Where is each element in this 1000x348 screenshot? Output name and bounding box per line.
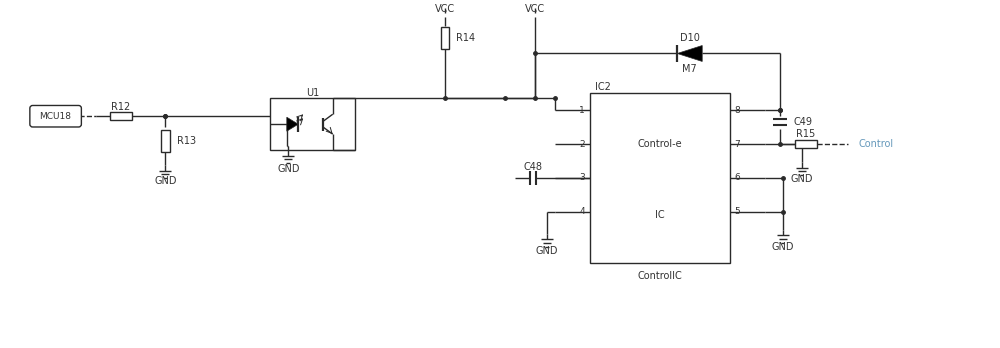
Polygon shape <box>677 46 702 62</box>
FancyBboxPatch shape <box>30 105 81 127</box>
Text: R14: R14 <box>456 33 475 42</box>
Text: IC: IC <box>655 210 665 220</box>
Text: VCC: VCC <box>525 4 545 14</box>
Text: 5: 5 <box>735 207 740 216</box>
Text: Control-e: Control-e <box>637 139 682 149</box>
Text: R12: R12 <box>111 102 130 111</box>
Bar <box>110 112 132 120</box>
Text: R15: R15 <box>796 129 815 140</box>
Text: 8: 8 <box>735 106 740 115</box>
Text: GND: GND <box>790 174 813 184</box>
Bar <box>795 140 817 148</box>
Text: GND: GND <box>277 164 300 174</box>
Text: U1: U1 <box>306 88 319 98</box>
Text: 7: 7 <box>735 140 740 149</box>
Text: R13: R13 <box>177 136 196 146</box>
Text: MCU18: MCU18 <box>40 112 72 121</box>
Text: C48: C48 <box>523 162 542 172</box>
Text: VCC: VCC <box>435 4 455 14</box>
Bar <box>441 26 449 48</box>
Text: GND: GND <box>154 176 177 186</box>
Text: GND: GND <box>771 242 794 252</box>
Bar <box>590 93 730 263</box>
Text: 3: 3 <box>579 174 585 182</box>
Polygon shape <box>287 117 298 131</box>
Text: D10: D10 <box>680 33 700 42</box>
Text: IC2: IC2 <box>595 82 611 92</box>
Text: C49: C49 <box>794 117 813 127</box>
Text: 4: 4 <box>579 207 585 216</box>
Text: GND: GND <box>536 246 558 256</box>
Bar <box>270 98 355 150</box>
Text: ControlIC: ControlIC <box>637 271 682 280</box>
Bar <box>161 130 170 152</box>
Text: Control: Control <box>859 139 894 149</box>
Text: 1: 1 <box>579 106 585 115</box>
Text: 2: 2 <box>579 140 585 149</box>
Text: M7: M7 <box>682 64 697 74</box>
Text: 6: 6 <box>735 174 740 182</box>
